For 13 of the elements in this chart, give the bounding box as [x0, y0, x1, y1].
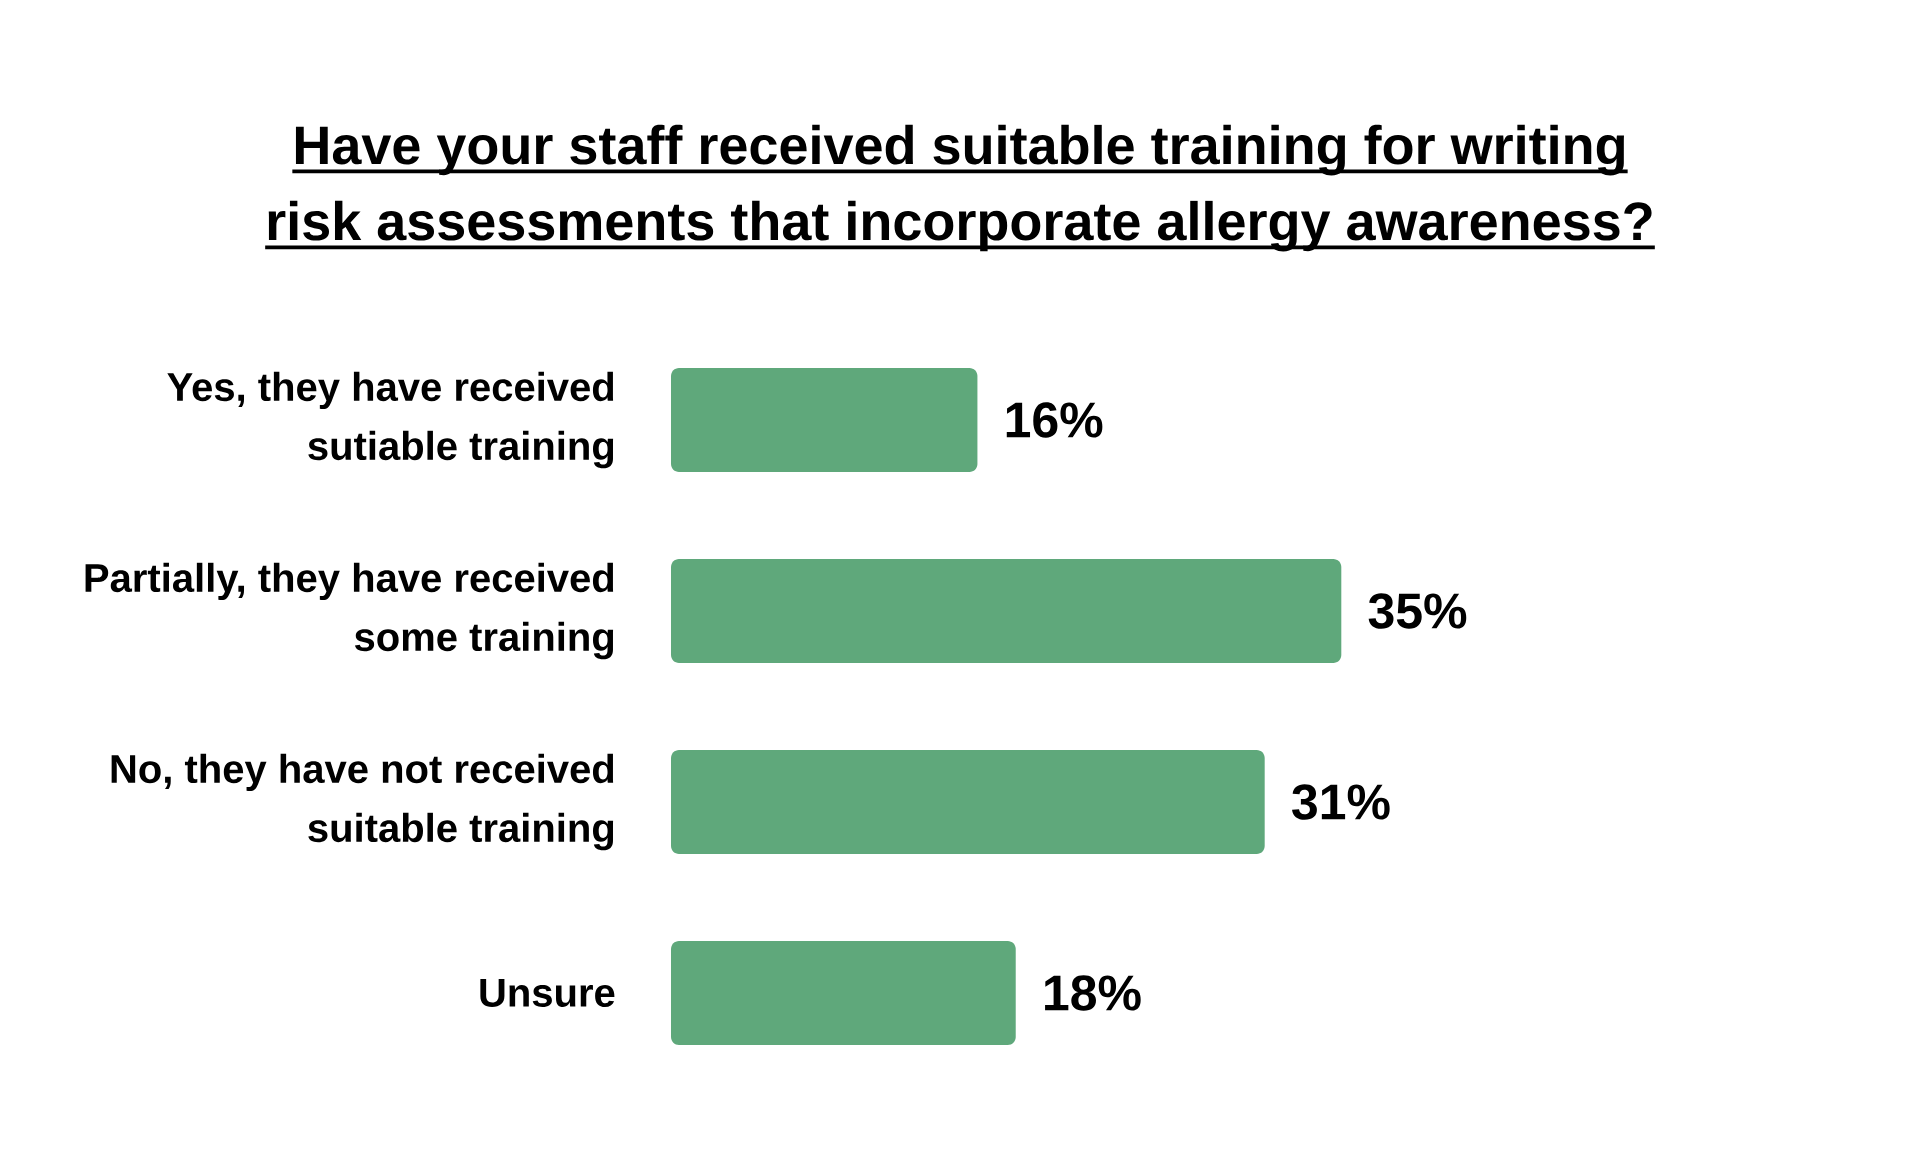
bar: [671, 750, 1265, 855]
data-label: 16%: [1006, 402, 1103, 438]
y-tick-label: Partially, they have received some training: [85, 562, 614, 660]
y-tick-label: No, they have not received suitable training: [111, 753, 614, 851]
data-label: 31%: [1292, 784, 1390, 820]
bar: [671, 941, 1016, 1046]
data-label: 35%: [1368, 593, 1467, 629]
y-tick-label: Yes, they have received sutiable training: [167, 371, 614, 469]
bar: [671, 368, 978, 473]
bar: [671, 559, 1342, 664]
chart-title: Have your staff received suitable training for writing risk assessments that incorporate allergy awareness?: [268, 124, 1652, 252]
data-label: 18%: [1045, 975, 1141, 1011]
y-tick-label: Unsure: [480, 979, 615, 1007]
